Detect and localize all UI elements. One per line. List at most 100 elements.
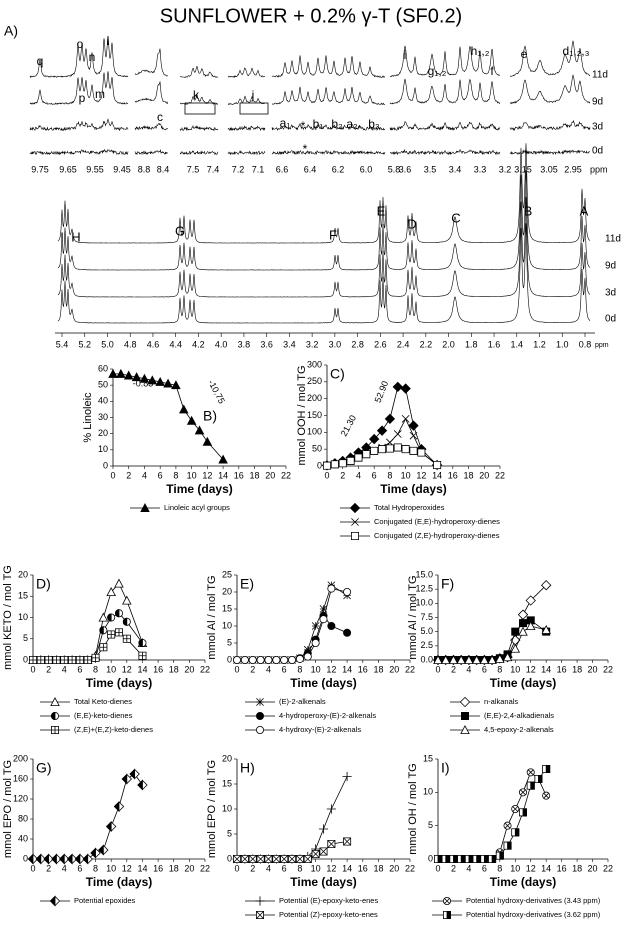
peak-label: g₁,₂ bbox=[428, 64, 447, 78]
x-tick-label: 14 bbox=[432, 470, 442, 480]
marker-part bbox=[107, 630, 115, 639]
data-point bbox=[248, 855, 257, 863]
marker-part bbox=[525, 621, 536, 630]
axis-tick-label: 3.2 bbox=[306, 339, 319, 349]
x-axis-title: Time (days) bbox=[166, 482, 232, 496]
marker-part bbox=[437, 855, 442, 863]
marker-part bbox=[319, 615, 328, 624]
marker-part bbox=[115, 628, 123, 636]
axis-tick-label: 4.0 bbox=[215, 339, 228, 349]
data-point bbox=[115, 628, 123, 637]
axis-tick-label: 9.55 bbox=[86, 164, 104, 174]
data-point bbox=[82, 853, 93, 865]
marker-part bbox=[303, 652, 312, 661]
axis-tick-label: 2.0 bbox=[442, 339, 455, 349]
x-tick-label: 12 bbox=[416, 470, 426, 480]
y-tick-label: 10 bbox=[222, 803, 232, 813]
axis-tick-label: 0.8 bbox=[579, 339, 592, 349]
data-point bbox=[457, 855, 466, 863]
spectrum-trace bbox=[57, 143, 591, 244]
marker-part bbox=[512, 806, 519, 812]
y-tick-label: 10 bbox=[222, 620, 232, 630]
marker-part bbox=[376, 425, 388, 436]
marker-part bbox=[52, 656, 61, 664]
x-tick-label: 20 bbox=[265, 470, 275, 480]
marker-part bbox=[131, 372, 142, 382]
y-tick-label: 250 bbox=[307, 376, 322, 386]
legend-marker bbox=[255, 896, 265, 906]
legend-label: 4,5-epoxy-2-alkenals bbox=[484, 725, 554, 734]
marker-part bbox=[122, 595, 132, 605]
marker-part bbox=[330, 460, 339, 469]
data-point bbox=[495, 653, 505, 663]
x-tick-label: 18 bbox=[250, 470, 260, 480]
data-point bbox=[393, 430, 402, 438]
data-point bbox=[525, 621, 536, 630]
x-tick-label: 4 bbox=[62, 664, 67, 674]
data-point bbox=[338, 459, 347, 468]
marker-part bbox=[264, 656, 273, 664]
data-point bbox=[295, 855, 304, 863]
legend-marker bbox=[140, 503, 150, 512]
data-point bbox=[534, 775, 543, 783]
marker-part bbox=[440, 655, 451, 664]
x-tick-label: 4 bbox=[142, 470, 147, 480]
marker-part bbox=[115, 609, 120, 618]
data-point bbox=[311, 850, 320, 858]
marker-part bbox=[400, 383, 411, 394]
marker-part bbox=[525, 595, 536, 606]
marker-part bbox=[518, 626, 528, 636]
data-point bbox=[121, 773, 132, 785]
marker-part bbox=[256, 656, 265, 664]
spectrum-trace bbox=[29, 118, 129, 132]
data-point bbox=[163, 378, 173, 388]
x-tick-label: 22 bbox=[603, 664, 613, 674]
y-tick-label: 0 bbox=[23, 853, 28, 863]
data-point bbox=[510, 643, 521, 653]
marker-part bbox=[113, 800, 120, 813]
y-tick-label: 120 bbox=[13, 793, 28, 803]
annotation: -0.85 bbox=[133, 378, 154, 388]
marker-part bbox=[37, 656, 45, 664]
marker-part bbox=[43, 853, 50, 865]
peak-label: I bbox=[60, 229, 64, 244]
x-tick-label: 2 bbox=[46, 664, 51, 674]
legend-label: Potential (Z)-epoxy-keto-enes bbox=[279, 910, 378, 919]
x-tick-label: 6 bbox=[372, 470, 377, 480]
spectrum-trace bbox=[29, 35, 129, 79]
peak-label: b₃ bbox=[368, 117, 380, 131]
x-axis-title: Time (days) bbox=[290, 676, 356, 690]
marker-part bbox=[240, 656, 249, 664]
x-tick-label: 20 bbox=[479, 470, 489, 480]
data-point bbox=[106, 587, 116, 596]
spectrum-trace bbox=[389, 120, 501, 132]
marker-part bbox=[476, 855, 481, 863]
marker-part bbox=[106, 587, 116, 596]
x-tick-label: 22 bbox=[405, 664, 415, 674]
marker-part bbox=[179, 404, 189, 414]
y-tick-label: 20 bbox=[18, 569, 28, 579]
y-axis-title: mmol KETO / mol TG bbox=[2, 565, 14, 670]
marker-part bbox=[504, 822, 511, 829]
data-point bbox=[139, 373, 150, 383]
marker-part bbox=[538, 775, 543, 783]
marker-part bbox=[122, 617, 128, 626]
spectrum-trace bbox=[227, 95, 266, 106]
marker-part bbox=[385, 444, 394, 453]
spectrum-trace bbox=[134, 80, 169, 104]
marker-part bbox=[311, 622, 320, 630]
x-axis-title: Time (days) bbox=[490, 875, 556, 889]
peak-label: q bbox=[37, 54, 44, 68]
legend-marker bbox=[50, 697, 60, 706]
x-tick-label: 10 bbox=[510, 664, 520, 674]
marker-part bbox=[218, 454, 228, 464]
axis-tick-label: 5.8 bbox=[388, 164, 401, 174]
spectrum-trace bbox=[57, 196, 591, 298]
marker-part bbox=[51, 853, 57, 865]
axis-tick-label: 2.2 bbox=[420, 339, 433, 349]
spectrum-trace bbox=[57, 170, 591, 271]
peak-label: e bbox=[521, 47, 528, 61]
data-point bbox=[218, 454, 228, 464]
data-point bbox=[401, 414, 410, 423]
